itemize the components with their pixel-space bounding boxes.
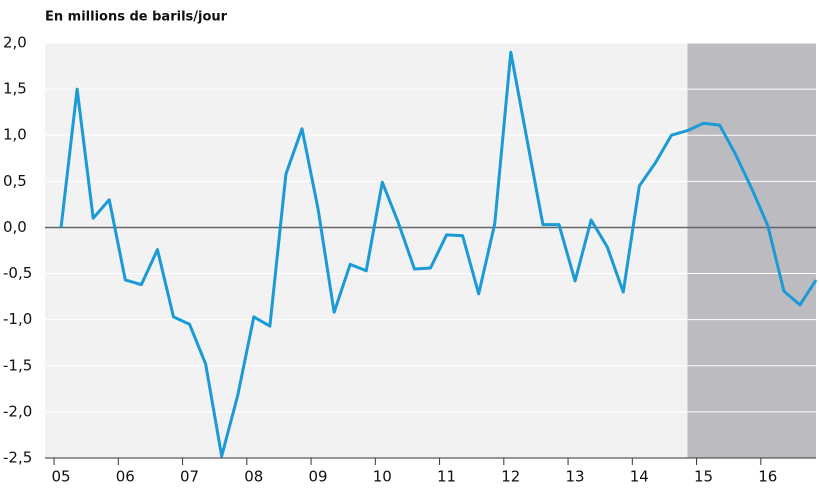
data-line (59, 50, 818, 458)
x-tick-label: 08 (244, 468, 263, 486)
y-tick-label: 0,0 (3, 218, 27, 236)
x-tick-label: 13 (566, 468, 585, 486)
x-tick-label: 10 (373, 468, 392, 486)
x-tick-label: 07 (180, 468, 199, 486)
chart-title: En millions de barils/jour (45, 10, 228, 25)
y-tick-label: -1,0 (3, 310, 32, 328)
forecast-shade (687, 43, 816, 458)
x-tick-label: 12 (501, 468, 520, 486)
x-tick-label: 11 (437, 468, 456, 486)
y-tick-label: 1,5 (3, 80, 27, 98)
y-tick-label: -0,5 (3, 264, 32, 282)
x-tick-label: 06 (116, 468, 135, 486)
x-tick-label: 05 (52, 468, 71, 486)
y-tick-label: -2,0 (3, 402, 32, 420)
x-tick-label: 14 (630, 468, 649, 486)
x-tick-label: 15 (694, 468, 713, 486)
x-tick-label: 09 (309, 468, 328, 486)
y-tick-label: -1,5 (3, 356, 32, 374)
y-tick-label: -2,5 (3, 449, 32, 467)
y-tick-label: 2,0 (3, 34, 27, 52)
y-tick-label: 0,5 (3, 172, 27, 190)
x-tick-label: 16 (758, 468, 777, 486)
y-tick-label: 1,0 (3, 126, 27, 144)
